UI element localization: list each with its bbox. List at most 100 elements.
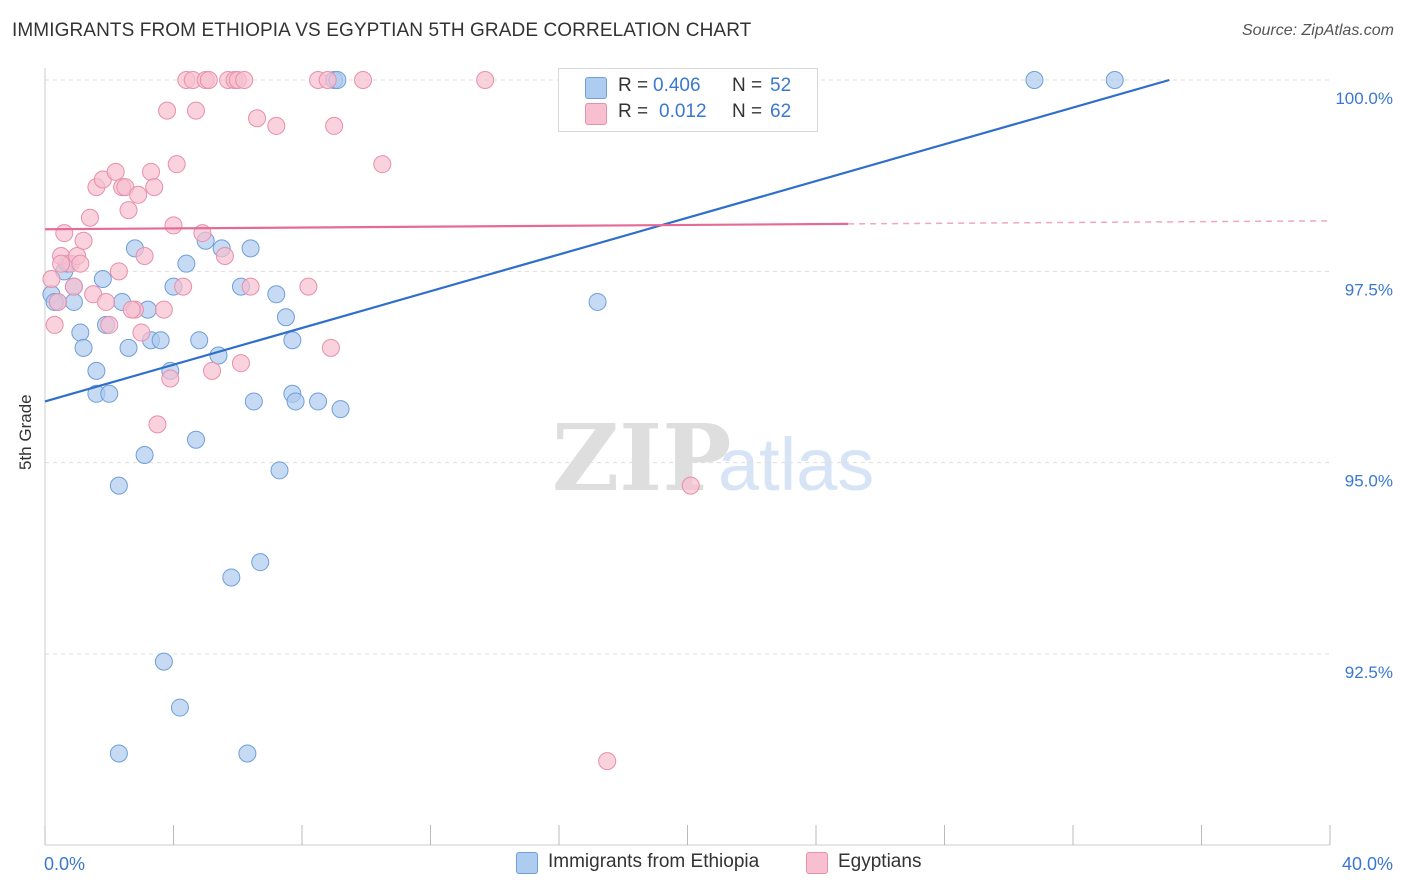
egyptians-point [161, 369, 180, 388]
ethiopia-point [283, 331, 302, 350]
r-value: 0.012 [659, 101, 707, 122]
ethiopia-point [109, 744, 128, 763]
egyptians-point [71, 254, 90, 273]
n-label: N = [732, 75, 763, 96]
egyptians-point [97, 292, 116, 311]
ethiopia-point [177, 254, 196, 273]
egyptians-legend-swatch [806, 852, 828, 874]
ethiopia-point [93, 269, 112, 288]
n-value: 52 [770, 75, 792, 96]
y-tick-label: 97.5% [1345, 280, 1393, 299]
ethiopia-point [154, 652, 173, 671]
y-tick-label: 95.0% [1345, 472, 1393, 491]
egyptians-point [235, 71, 254, 89]
egyptians-point [231, 354, 250, 373]
egyptians-point [248, 109, 267, 128]
egyptians-point [52, 254, 71, 273]
ethiopia-point [244, 392, 263, 411]
ethiopia-point [151, 331, 170, 350]
egyptians-point [215, 247, 234, 266]
ethiopia-point [64, 292, 83, 311]
y-tick-label: 92.5% [1345, 663, 1393, 682]
chart-title: IMMIGRANTS FROM ETHIOPIA VS EGYPTIAN 5TH… [12, 20, 752, 41]
egyptians-point [129, 185, 148, 204]
ethiopia-point [309, 392, 328, 411]
egyptians-point [106, 162, 125, 181]
stats-legend: R = 0.406 N = 52 R = 0.012 N = 62 [558, 68, 818, 132]
egyptians-point [299, 277, 318, 296]
egyptians-trend-extension [848, 220, 1331, 225]
x-tick-label-left: 0.0% [44, 854, 85, 874]
ethiopia-point [119, 338, 138, 357]
ethiopia-point [100, 384, 119, 403]
egyptians-point [354, 71, 373, 89]
egyptians-point [681, 476, 700, 495]
r-value: 0.406 [653, 75, 701, 96]
egyptians-point [203, 361, 222, 380]
egyptians-point [164, 216, 183, 235]
egyptians-point [241, 277, 260, 296]
egyptians-point [154, 300, 173, 319]
ethiopia-legend-swatch [516, 852, 538, 874]
y-tick-label: 100.0% [1335, 89, 1393, 108]
ethiopia-point [74, 338, 93, 357]
ethiopia-point [1025, 71, 1044, 89]
egyptians-point [476, 71, 495, 89]
egyptians-point [122, 300, 141, 319]
ethiopia-point [241, 239, 260, 258]
egyptians-point [267, 116, 286, 135]
egyptians-point [45, 315, 64, 334]
ethiopia-point [222, 568, 241, 587]
ethiopia-point [251, 553, 270, 572]
egyptians-point [109, 262, 128, 281]
egyptians-point [598, 752, 617, 771]
ethiopia-point [238, 744, 257, 763]
egyptians-point [199, 71, 218, 89]
r-label: R = [618, 101, 649, 122]
watermark-zip: ZIP [552, 404, 731, 512]
watermark-atlas: atlas [718, 423, 874, 506]
egyptians-point [174, 277, 193, 296]
ethiopia-legend-label: Immigrants from Ethiopia [548, 851, 760, 872]
ethiopia-point [276, 308, 295, 327]
n-value: 62 [770, 101, 792, 122]
egyptians-point [158, 101, 177, 120]
egyptians-point [186, 101, 205, 120]
egyptians-point [148, 415, 167, 434]
egyptians-point [145, 178, 164, 197]
ethiopia-point [71, 323, 90, 342]
ethiopia-swatch [585, 77, 607, 99]
egyptians-swatch [585, 103, 607, 125]
egyptians-point [373, 155, 392, 174]
ethiopia-point [267, 285, 286, 304]
n-label: N = [732, 101, 763, 122]
egyptians-point [42, 269, 61, 288]
ethiopia-point [109, 476, 128, 495]
ethiopia-point [170, 698, 189, 717]
egyptians-point [74, 231, 93, 250]
ethiopia-point [331, 400, 350, 419]
ethiopia-point [87, 361, 106, 380]
ethiopia-point [286, 392, 305, 411]
egyptians-point [135, 247, 154, 266]
egyptians-point [132, 323, 151, 342]
ethiopia-point [186, 430, 205, 449]
egyptians-point [64, 277, 83, 296]
ethiopia-point [135, 446, 154, 465]
egyptians-point [142, 162, 161, 181]
ethiopia-point [588, 292, 607, 311]
egyptians-point [100, 315, 119, 334]
egyptians-legend-label: Egyptians [838, 851, 922, 872]
egyptians-point [318, 71, 337, 89]
r-label: R = [618, 75, 649, 96]
ethiopia-point [190, 331, 209, 350]
ethiopia-point [270, 461, 289, 480]
egyptians-point [119, 201, 138, 220]
x-tick-label-right: 40.0% [1342, 854, 1393, 874]
egyptians-point [55, 224, 74, 243]
egyptians-point [325, 116, 344, 135]
ethiopia-point [1105, 71, 1124, 89]
egyptians-point [167, 155, 186, 174]
egyptians-point [80, 208, 99, 227]
